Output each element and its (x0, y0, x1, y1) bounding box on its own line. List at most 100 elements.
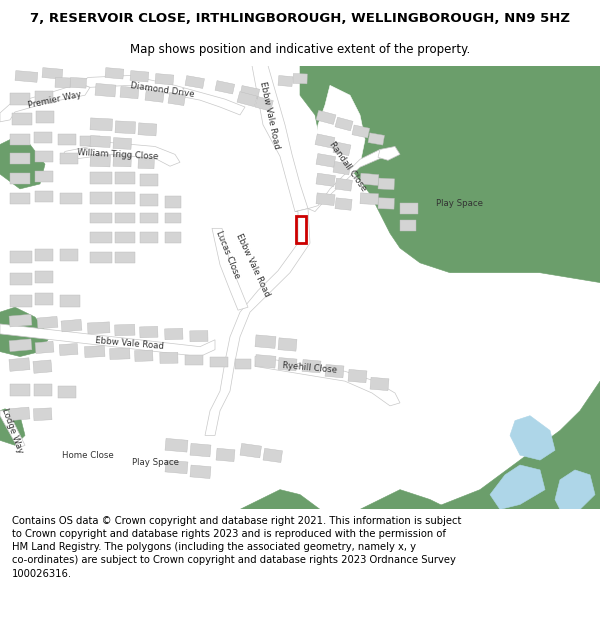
Bar (335, 198, 352, 210)
Bar (400, 202, 418, 214)
Bar (378, 198, 394, 209)
Bar (34, 384, 52, 396)
Bar (115, 213, 135, 223)
Bar (35, 293, 53, 305)
Bar (293, 74, 307, 84)
Bar (335, 118, 353, 131)
Bar (145, 89, 164, 102)
Bar (278, 76, 293, 86)
Polygon shape (0, 83, 90, 122)
Text: Contains OS data © Crown copyright and database right 2021. This information is : Contains OS data © Crown copyright and d… (12, 516, 461, 579)
Bar (140, 213, 158, 223)
Bar (316, 154, 335, 168)
Bar (168, 92, 185, 106)
Polygon shape (308, 149, 385, 212)
Polygon shape (312, 66, 600, 154)
Bar (10, 384, 30, 396)
Bar (55, 78, 70, 88)
Bar (316, 173, 335, 186)
Bar (60, 153, 78, 164)
Polygon shape (205, 209, 310, 436)
Bar (90, 232, 112, 243)
Polygon shape (0, 139, 45, 189)
Bar (60, 193, 82, 204)
Bar (316, 193, 335, 206)
Bar (9, 407, 30, 421)
Bar (370, 378, 389, 391)
Bar (42, 68, 63, 79)
Bar (190, 443, 211, 457)
Bar (80, 136, 100, 146)
Bar (165, 232, 181, 243)
Polygon shape (60, 142, 180, 166)
Bar (90, 136, 110, 148)
Bar (165, 460, 188, 474)
Bar (352, 125, 370, 138)
Bar (12, 113, 32, 125)
Bar (115, 252, 135, 263)
Polygon shape (252, 66, 308, 212)
Bar (348, 369, 367, 382)
Text: Premier Way: Premier Way (28, 90, 83, 110)
Bar (235, 359, 251, 369)
Bar (302, 359, 321, 373)
Bar (10, 93, 30, 105)
Polygon shape (240, 489, 320, 509)
Text: Lucas Close: Lucas Close (214, 229, 242, 280)
Bar (58, 386, 76, 398)
Bar (240, 86, 260, 99)
Bar (278, 338, 297, 351)
Bar (10, 272, 32, 284)
Polygon shape (212, 228, 248, 310)
Bar (278, 357, 297, 371)
Bar (335, 178, 352, 191)
Bar (10, 193, 30, 204)
Bar (34, 132, 52, 142)
Bar (185, 354, 203, 366)
Text: Play Space: Play Space (131, 458, 179, 466)
Bar (140, 174, 158, 186)
Text: Ebbw Vale Road: Ebbw Vale Road (259, 80, 281, 149)
Polygon shape (315, 86, 365, 194)
Bar (255, 354, 276, 368)
Polygon shape (510, 416, 555, 460)
Bar (138, 158, 154, 169)
Bar (296, 216, 306, 243)
Bar (210, 356, 228, 367)
Bar (255, 97, 274, 111)
Bar (400, 221, 416, 231)
Bar (35, 191, 53, 202)
Bar (35, 151, 53, 162)
Bar (164, 328, 183, 340)
Bar (10, 173, 30, 184)
Bar (333, 142, 351, 156)
Polygon shape (555, 470, 595, 509)
Bar (37, 316, 58, 329)
Text: Randall Close: Randall Close (328, 140, 368, 192)
Bar (333, 161, 350, 175)
Bar (15, 71, 38, 82)
Text: Ryehill Close: Ryehill Close (282, 361, 338, 375)
Text: Map shows position and indicative extent of the property.: Map shows position and indicative extent… (130, 42, 470, 56)
Bar (60, 249, 78, 261)
Bar (316, 111, 336, 124)
Bar (134, 350, 153, 361)
Bar (10, 134, 30, 144)
Bar (35, 171, 53, 182)
Bar (35, 249, 53, 261)
Bar (90, 213, 112, 223)
Bar (315, 134, 335, 148)
Bar (215, 81, 235, 94)
Bar (85, 346, 105, 358)
Bar (165, 438, 188, 452)
Text: William Trigg Close: William Trigg Close (77, 148, 159, 161)
Bar (115, 232, 135, 243)
Bar (90, 172, 112, 184)
Polygon shape (80, 76, 245, 115)
Polygon shape (0, 308, 50, 356)
Text: Lodge Way: Lodge Way (0, 407, 25, 454)
Bar (160, 352, 178, 363)
Bar (60, 296, 80, 308)
Bar (368, 133, 385, 145)
Bar (113, 138, 131, 149)
